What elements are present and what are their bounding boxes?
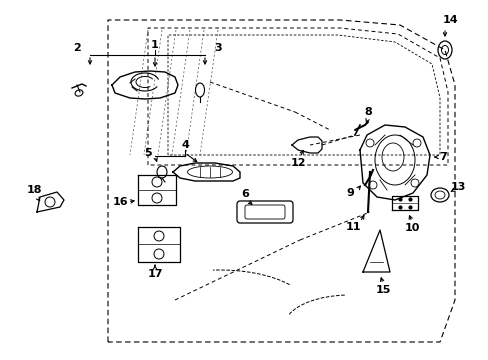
Text: 15: 15 [375, 285, 390, 295]
Text: 2: 2 [73, 43, 81, 53]
Text: 17: 17 [147, 269, 163, 279]
Text: 18: 18 [26, 185, 41, 195]
Text: 10: 10 [404, 223, 419, 233]
Text: 16: 16 [112, 197, 127, 207]
Text: 6: 6 [241, 189, 248, 199]
Text: 13: 13 [449, 182, 465, 192]
Text: 7: 7 [438, 152, 446, 162]
Text: 11: 11 [345, 222, 360, 232]
Text: 14: 14 [441, 15, 457, 25]
Text: 9: 9 [346, 188, 353, 198]
Text: 1: 1 [151, 40, 159, 50]
Text: 8: 8 [364, 107, 371, 117]
Text: 4: 4 [181, 140, 188, 150]
Text: 3: 3 [214, 43, 222, 53]
Text: 5: 5 [144, 148, 151, 158]
Text: 12: 12 [290, 158, 305, 168]
